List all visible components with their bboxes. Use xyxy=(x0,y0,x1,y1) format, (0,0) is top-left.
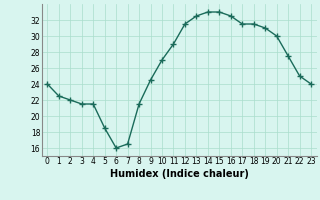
X-axis label: Humidex (Indice chaleur): Humidex (Indice chaleur) xyxy=(110,169,249,179)
